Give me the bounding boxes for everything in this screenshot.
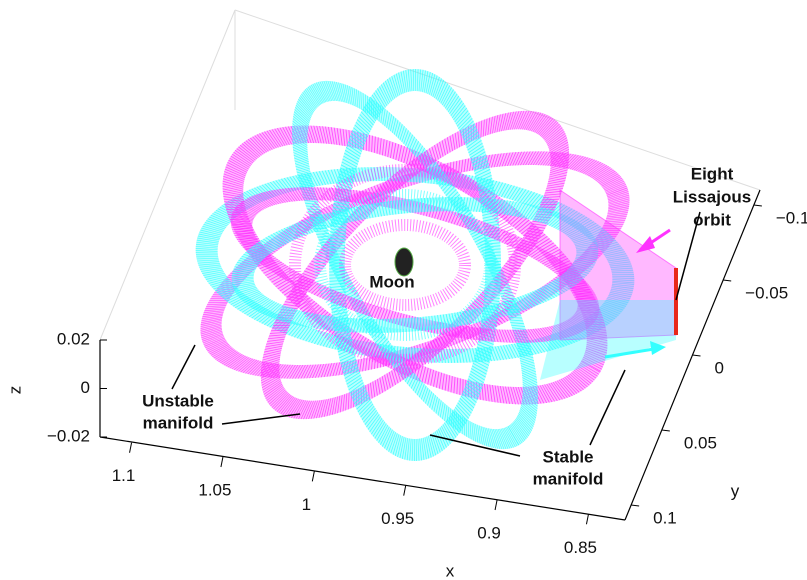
tick-mark bbox=[723, 279, 732, 282]
tick-mark bbox=[661, 429, 670, 432]
ribbon bbox=[200, 151, 630, 379]
ribbon bbox=[292, 80, 538, 450]
ribbon bbox=[222, 125, 608, 405]
ribbon-hatch bbox=[292, 80, 538, 450]
inner-ribbon bbox=[289, 164, 521, 366]
y-tick-label: 0.1 bbox=[653, 508, 677, 527]
manifold-ribbons bbox=[195, 69, 677, 461]
x-tick-label: 0.9 bbox=[477, 523, 501, 542]
annotation: Unstable bbox=[142, 391, 214, 410]
annotation: Eight bbox=[691, 164, 734, 183]
annotation: Stable bbox=[542, 447, 593, 466]
tick-mark bbox=[494, 499, 498, 511]
z-axis-label: z bbox=[5, 386, 24, 395]
y-axis-label: y bbox=[731, 481, 740, 500]
tick-mark bbox=[403, 485, 407, 496]
tick-mark bbox=[631, 504, 640, 507]
ribbon bbox=[231, 197, 599, 333]
box-edge bbox=[234, 9, 761, 191]
ribbon-hatch bbox=[200, 151, 630, 379]
tick-mark bbox=[220, 456, 224, 468]
leader bbox=[221, 413, 301, 425]
ribbon-hatch bbox=[230, 187, 600, 343]
x-tick-label: 1 bbox=[302, 495, 311, 514]
tick-mark bbox=[585, 514, 589, 525]
z-tick-label: 0 bbox=[81, 378, 90, 397]
annotation: Moon bbox=[369, 272, 414, 291]
leader bbox=[589, 369, 626, 446]
y-tick-label: −0.05 bbox=[745, 283, 788, 302]
ribbon-hatch bbox=[231, 197, 599, 333]
annotation: manifold bbox=[533, 469, 604, 488]
tick-mark bbox=[311, 471, 315, 482]
x-tick-label: 0.95 bbox=[381, 509, 414, 528]
tick-mark bbox=[692, 354, 701, 357]
leader bbox=[171, 344, 196, 390]
annotation: manifold bbox=[143, 413, 214, 432]
annotation: orbit bbox=[693, 210, 731, 229]
moon bbox=[394, 247, 414, 277]
tick-mark bbox=[129, 442, 133, 453]
y-tick-label: 0.05 bbox=[684, 433, 717, 452]
tick-mark bbox=[753, 204, 762, 207]
orbit-fan bbox=[540, 300, 676, 380]
arrow-head bbox=[636, 236, 655, 253]
inner-ribbon bbox=[339, 219, 471, 311]
arrow bbox=[604, 346, 661, 359]
annotation: Lissajous bbox=[673, 187, 751, 206]
y-tick-label: −0.1 bbox=[776, 208, 807, 227]
z-tick-label: 0.02 bbox=[57, 329, 90, 348]
x-axis bbox=[99, 436, 626, 521]
x-tick-label: 1.1 bbox=[112, 466, 136, 485]
inner-ribbon bbox=[314, 189, 496, 341]
y-tick-label: 0 bbox=[715, 358, 724, 377]
leader bbox=[675, 211, 701, 301]
z-tick-label: −0.02 bbox=[47, 426, 90, 445]
x-tick-label: 0.85 bbox=[564, 538, 597, 557]
x-axis-label: x bbox=[446, 561, 455, 580]
x-tick-label: 1.05 bbox=[198, 481, 231, 500]
box-edge bbox=[99, 9, 236, 341]
leader bbox=[429, 434, 521, 457]
background-box bbox=[99, 9, 761, 341]
arrow-head bbox=[650, 341, 666, 355]
